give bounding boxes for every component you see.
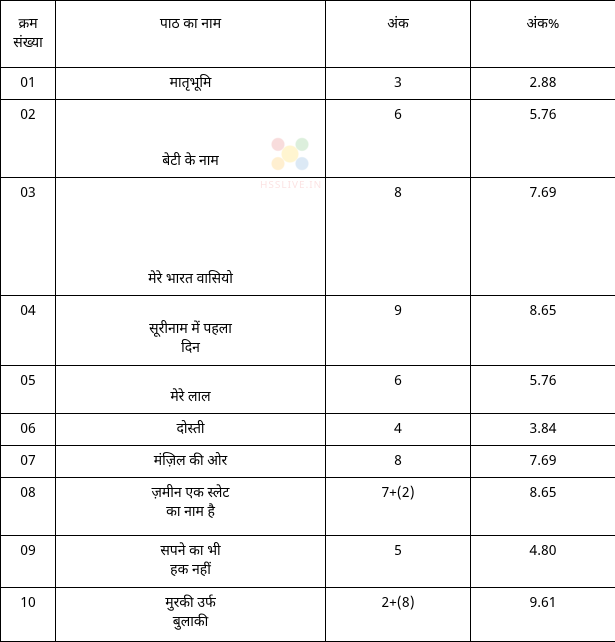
cell-serial-number: 08 xyxy=(1,478,56,536)
table-row: 04सूरीनाम में पहलादिन98.65 xyxy=(1,296,615,366)
cell-lesson-name: मंज़िल की ओर xyxy=(56,446,326,478)
cell-marks-percent: 8.65 xyxy=(471,478,615,536)
cell-marks: 9 xyxy=(326,296,471,366)
table-row: 03मेरे भारत वासियो87.69 xyxy=(1,178,615,296)
table-header-row: क्रम संख्या पाठ का नाम अंक अंक% xyxy=(1,1,615,68)
table-row: 06दोस्ती43.84 xyxy=(1,414,615,446)
cell-serial-number: 07 xyxy=(1,446,56,478)
cell-marks: 4 xyxy=(326,414,471,446)
cell-marks: 5 xyxy=(326,536,471,588)
cell-lesson-name: मेरे लाल xyxy=(56,366,326,414)
cell-lesson-name: सूरीनाम में पहलादिन xyxy=(56,296,326,366)
syllabus-table-container: क्रम संख्या पाठ का नाम अंक अंक% 01मातृभू… xyxy=(0,0,615,642)
cell-marks: 6 xyxy=(326,100,471,178)
cell-marks: 8 xyxy=(326,446,471,478)
cell-marks: 3 xyxy=(326,68,471,100)
cell-serial-number: 06 xyxy=(1,414,56,446)
cell-marks: 6 xyxy=(326,366,471,414)
cell-marks: 7+(2) xyxy=(326,478,471,536)
cell-serial-number: 05 xyxy=(1,366,56,414)
cell-lesson-name: मेरे भारत वासियो xyxy=(56,178,326,296)
cell-lesson-name: मातृभूमि xyxy=(56,68,326,100)
cell-lesson-name: मुरकी उर्फबुलाकी xyxy=(56,588,326,642)
cell-lesson-name: ज़मीन एक स्लेटका नाम है xyxy=(56,478,326,536)
cell-marks-percent: 2.88 xyxy=(471,68,615,100)
cell-serial-number: 10 xyxy=(1,588,56,642)
table-row: 09सपने का भीहक नहीं54.80 xyxy=(1,536,615,588)
cell-lesson-name: बेटी के नाम xyxy=(56,100,326,178)
cell-lesson-name: सपने का भीहक नहीं xyxy=(56,536,326,588)
header-marks-percent: अंक% xyxy=(471,1,615,68)
cell-marks-percent: 8.65 xyxy=(471,296,615,366)
cell-marks-percent: 4.80 xyxy=(471,536,615,588)
table-row: 08ज़मीन एक स्लेटका नाम है7+(2)8.65 xyxy=(1,478,615,536)
cell-serial-number: 04 xyxy=(1,296,56,366)
cell-lesson-name: दोस्ती xyxy=(56,414,326,446)
header-lesson-name: पाठ का नाम xyxy=(56,1,326,68)
table-row: 01मातृभूमि32.88 xyxy=(1,68,615,100)
cell-marks-percent: 7.69 xyxy=(471,178,615,296)
cell-marks-percent: 9.61 xyxy=(471,588,615,642)
cell-serial-number: 01 xyxy=(1,68,56,100)
cell-serial-number: 03 xyxy=(1,178,56,296)
header-serial-number: क्रम संख्या xyxy=(1,1,56,68)
header-marks: अंक xyxy=(326,1,471,68)
table-row: 07मंज़िल की ओर87.69 xyxy=(1,446,615,478)
cell-marks-percent: 7.69 xyxy=(471,446,615,478)
table-body: 01मातृभूमि32.8802बेटी के नाम65.7603मेरे … xyxy=(1,68,615,642)
cell-marks-percent: 5.76 xyxy=(471,366,615,414)
cell-serial-number: 02 xyxy=(1,100,56,178)
table-row: 10मुरकी उर्फबुलाकी2+(8)9.61 xyxy=(1,588,615,642)
syllabus-table: क्रम संख्या पाठ का नाम अंक अंक% 01मातृभू… xyxy=(0,0,615,642)
cell-marks-percent: 5.76 xyxy=(471,100,615,178)
cell-marks: 8 xyxy=(326,178,471,296)
table-row: 02बेटी के नाम65.76 xyxy=(1,100,615,178)
cell-serial-number: 09 xyxy=(1,536,56,588)
table-row: 05मेरे लाल65.76 xyxy=(1,366,615,414)
cell-marks: 2+(8) xyxy=(326,588,471,642)
cell-marks-percent: 3.84 xyxy=(471,414,615,446)
